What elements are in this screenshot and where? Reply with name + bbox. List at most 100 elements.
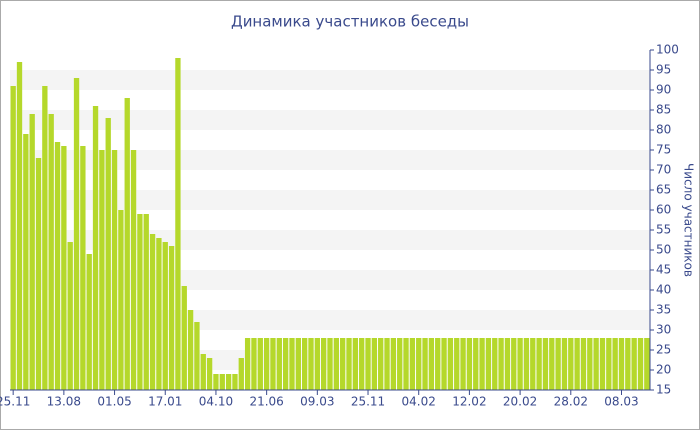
- x-tick-label: 04.10: [199, 395, 233, 409]
- bar: [137, 214, 143, 390]
- bar: [511, 338, 517, 390]
- bar: [124, 98, 130, 390]
- bar: [213, 374, 219, 390]
- bar: [384, 338, 390, 390]
- y-tick-label: 15: [656, 383, 671, 397]
- bar: [86, 254, 92, 390]
- bar: [568, 338, 574, 390]
- x-tick-label: 04.02: [402, 395, 436, 409]
- x-tick-label: 25.11: [351, 395, 385, 409]
- bar: [612, 338, 618, 390]
- bar: [149, 234, 156, 390]
- y-tick-label: 80: [656, 123, 671, 137]
- bar: [352, 338, 359, 390]
- bar: [397, 338, 403, 390]
- y-tick-label: 100: [656, 43, 679, 57]
- bar: [48, 114, 54, 390]
- bar: [536, 338, 542, 390]
- bar: [479, 338, 485, 390]
- bar: [473, 338, 479, 390]
- bar: [441, 338, 447, 390]
- bar: [574, 338, 580, 390]
- bar: [251, 338, 257, 390]
- bar: [187, 310, 194, 390]
- bar: [485, 338, 492, 390]
- bar: [365, 338, 371, 390]
- bar: [447, 338, 454, 390]
- y-tick-label: 40: [656, 283, 671, 297]
- bar: [238, 358, 244, 390]
- bar: [99, 150, 105, 390]
- y-tick-label: 60: [656, 203, 671, 217]
- x-tick-label: 09.03: [300, 395, 334, 409]
- bar: [390, 338, 397, 390]
- bar: [454, 338, 460, 390]
- bar: [618, 338, 625, 390]
- y-tick-label: 30: [656, 323, 671, 337]
- bar: [403, 338, 409, 390]
- bar: [143, 214, 149, 390]
- bar: [105, 118, 111, 390]
- x-tick-label: 01.05: [97, 395, 131, 409]
- bar: [156, 238, 162, 390]
- bar: [175, 58, 181, 390]
- bar: [314, 338, 320, 390]
- bar: [530, 338, 536, 390]
- bar: [301, 338, 308, 390]
- bar: [111, 150, 118, 390]
- x-tick-label: 21.06: [249, 395, 283, 409]
- bar: [54, 142, 61, 390]
- bar: [35, 158, 42, 390]
- bar: [130, 150, 137, 390]
- bar: [282, 338, 289, 390]
- y-tick-label: 65: [656, 183, 671, 197]
- bar: [504, 338, 511, 390]
- bar: [10, 86, 16, 390]
- bar: [593, 338, 599, 390]
- bar: [340, 338, 346, 390]
- grid-band: [10, 70, 650, 90]
- x-tick-label: 28.02: [554, 395, 588, 409]
- bar: [435, 338, 441, 390]
- bar: [333, 338, 339, 390]
- bar: [225, 374, 232, 390]
- x-tick-label: 08.03: [604, 395, 638, 409]
- bar: [587, 338, 593, 390]
- bar: [29, 114, 35, 390]
- bar: [371, 338, 378, 390]
- y-tick-label: 20: [656, 363, 671, 377]
- bar: [276, 338, 282, 390]
- bar: [644, 338, 650, 390]
- bar: [321, 338, 327, 390]
- y-tick-label: 50: [656, 243, 671, 257]
- bar: [263, 338, 270, 390]
- bar: [549, 338, 555, 390]
- bar: [244, 338, 251, 390]
- y-tick-label: 95: [656, 63, 671, 77]
- bar: [422, 338, 428, 390]
- bar: [92, 106, 99, 390]
- bar: [42, 86, 48, 390]
- x-tick-label: 25.11: [0, 395, 30, 409]
- bar: [232, 374, 238, 390]
- grid-band: [10, 230, 650, 250]
- bar: [606, 338, 612, 390]
- y-tick-label: 90: [656, 83, 671, 97]
- bar: [61, 146, 67, 390]
- bar: [295, 338, 301, 390]
- y-tick-label: 75: [656, 143, 671, 157]
- y-tick-label: 45: [656, 263, 671, 277]
- bar: [73, 78, 80, 390]
- bar: [257, 338, 263, 390]
- bar: [466, 338, 473, 390]
- bar: [270, 338, 276, 390]
- y-tick-label: 70: [656, 163, 671, 177]
- bar: [409, 338, 416, 390]
- y-axis-title: Число участников: [682, 163, 696, 277]
- y-tick-label: 85: [656, 103, 671, 117]
- bar: [346, 338, 352, 390]
- bar: [580, 338, 587, 390]
- bar: [118, 210, 124, 390]
- bar: [168, 246, 175, 390]
- grid-band: [10, 150, 650, 170]
